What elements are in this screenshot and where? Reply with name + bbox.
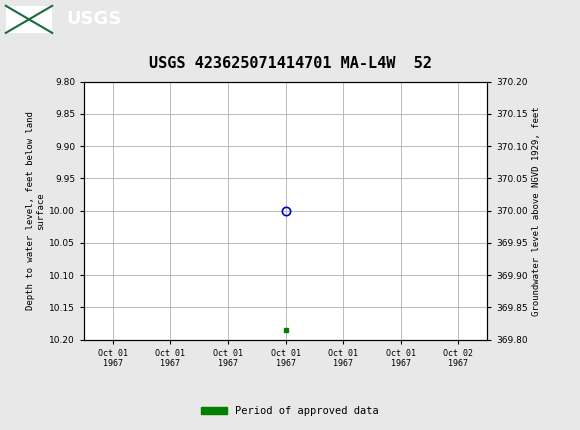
FancyBboxPatch shape: [6, 6, 52, 33]
Text: USGS: USGS: [67, 10, 122, 28]
Text: USGS 423625071414701 MA-L4W  52: USGS 423625071414701 MA-L4W 52: [148, 56, 432, 71]
Y-axis label: Depth to water level, feet below land
surface: Depth to water level, feet below land su…: [26, 111, 45, 310]
Y-axis label: Groundwater level above NGVD 1929, feet: Groundwater level above NGVD 1929, feet: [532, 106, 541, 316]
Legend: Period of approved data: Period of approved data: [197, 402, 383, 421]
